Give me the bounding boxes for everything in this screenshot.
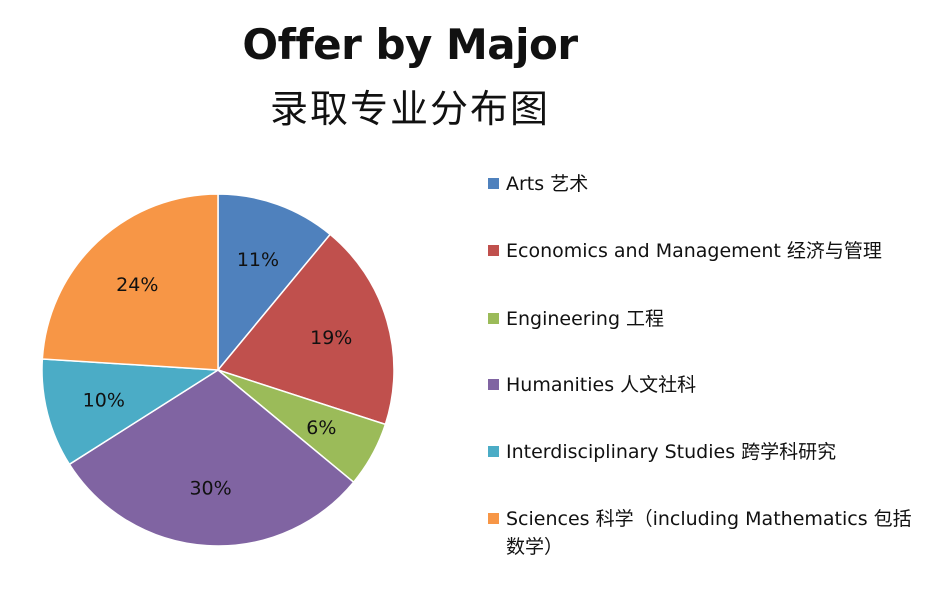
chart-title: Offer by Major [242,20,578,69]
legend-label-sciences: Sciences 科学（including Mathematics 包括数学） [506,508,912,558]
slice-label-humanities: 30% [189,478,231,500]
pie-slice-humanities [68,369,355,547]
legend-item-economics-management: Economics and Management 经济与管理 [488,237,916,265]
slice-label-economics-management: 19% [310,327,352,349]
legend-item-humanities: Humanities 人文社科 [488,371,916,399]
legend-item-engineering: Engineering 工程 [488,305,916,333]
legend-item-sciences: Sciences 科学（including Mathematics 包括数学） [488,505,916,561]
pie-slice-sciences [41,193,219,371]
legend-label-engineering: Engineering 工程 [506,308,665,330]
slice-label-interdisciplinary-studies: 10% [83,389,125,411]
legend-swatch-interdisciplinary-studies [488,446,499,457]
legend-label-arts: Arts 艺术 [506,173,589,195]
pie-slice-interdisciplinary-studies [41,358,221,466]
legend-swatch-arts [488,178,499,189]
legend-label-interdisciplinary-studies: Interdisciplinary Studies 跨学科研究 [506,441,837,463]
slice-label-engineering: 6% [306,417,336,439]
legend-swatch-sciences [488,513,499,524]
legend-item-arts: Arts 艺术 [488,170,916,198]
legend-swatch-engineering [488,313,499,324]
chart-subtitle: 录取专业分布图 [269,87,550,131]
legend-label-economics-management: Economics and Management 经济与管理 [506,240,882,262]
slice-label-arts: 11% [237,249,279,271]
pie-slice-economics-management [216,233,395,426]
legend-item-interdisciplinary-studies: Interdisciplinary Studies 跨学科研究 [488,438,916,466]
legend-swatch-economics-management [488,245,499,256]
pie-slice-arts [217,193,332,373]
legend-swatch-humanities [488,379,499,390]
legend-label-humanities: Humanities 人文社科 [506,374,697,396]
slice-label-sciences: 24% [116,274,158,296]
